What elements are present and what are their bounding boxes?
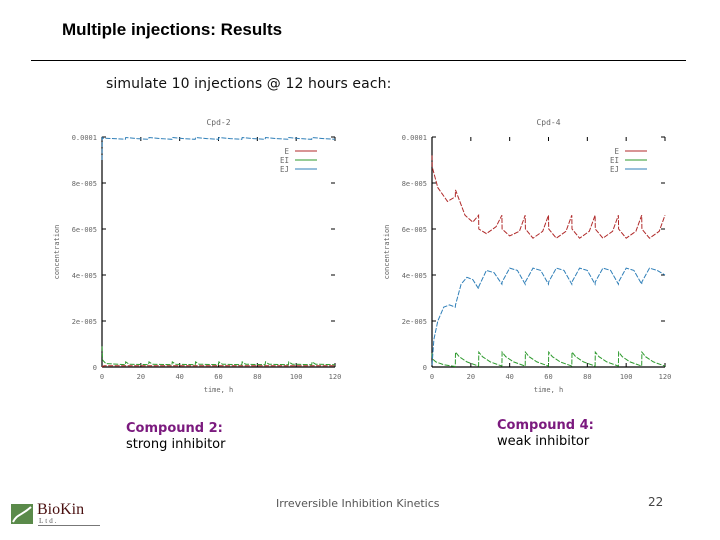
x-tick-label: 40 — [505, 373, 513, 381]
x-tick-label: 20 — [137, 373, 145, 381]
x-tick-label: 100 — [290, 373, 303, 381]
chart-cpd-4: Cpd-4 0 2e-005 4e-005 6e-005 8e-005 0.0001 0 20 4… — [375, 110, 675, 400]
x-tick-label: 120 — [329, 373, 342, 381]
y-tick-label: 6e-005 — [402, 226, 427, 234]
x-tick-label: 0 — [430, 373, 434, 381]
x-tick-label: 20 — [467, 373, 475, 381]
caption-desc: strong inhibitor — [126, 437, 226, 452]
logo-underline — [38, 525, 100, 526]
legend-label: EJ — [610, 165, 619, 174]
logo-mark-icon — [11, 504, 33, 524]
title-divider — [31, 60, 686, 61]
x-tick-label: 0 — [100, 373, 104, 381]
chart-title: Cpd-2 — [206, 118, 230, 127]
legend-label: E — [284, 147, 289, 156]
y-tick-label: 8e-005 — [402, 180, 427, 188]
y-axis-label: concentration — [53, 225, 61, 280]
legend-label: EJ — [280, 165, 289, 174]
x-tick-label: 60 — [544, 373, 552, 381]
series-e-line — [101, 365, 335, 368]
x-tick-label: 100 — [620, 373, 633, 381]
x-tick-label: 40 — [175, 373, 183, 381]
series-e-line — [431, 155, 666, 239]
caption-head: Compound 4: — [497, 418, 594, 433]
y-tick-label: 2e-005 — [72, 318, 97, 326]
page-number: 22 — [648, 495, 664, 509]
logo-suffix: Ltd. — [39, 517, 59, 525]
logo-name: BioKin — [37, 501, 85, 518]
legend-label: E — [614, 147, 619, 156]
biokin-logo: BioKin Ltd. — [11, 501, 100, 526]
y-tick-label: 8e-005 — [72, 180, 97, 188]
y-tick-label: 4e-005 — [402, 272, 427, 280]
series-ei-line — [431, 350, 666, 368]
x-tick-label: 80 — [583, 373, 591, 381]
caption-compound-4: Compound 4: weak inhibitor — [497, 418, 594, 450]
chart-cpd-2: Cpd-2 0 2e-005 4e-005 6e-005 8e-005 0.0001 0 20 4… — [45, 110, 345, 400]
legend-label: EI — [610, 156, 619, 165]
x-tick-label: 80 — [253, 373, 261, 381]
y-tick-label: 4e-005 — [72, 272, 97, 280]
series-ej-line — [101, 136, 336, 161]
slide-subtitle: simulate 10 injections @ 12 hours each: — [106, 76, 392, 92]
slide-title: Multiple injections: Results — [62, 20, 283, 39]
y-tick-label: 0.0001 — [72, 134, 97, 142]
caption-desc: weak inhibitor — [497, 434, 590, 449]
x-axis-label: time, h — [204, 386, 234, 394]
caption-compound-2: Compound 2: strong inhibitor — [126, 421, 225, 453]
x-axis-label: time, h — [534, 386, 564, 394]
series-ej-line — [431, 267, 666, 366]
footer-text: Irreversible Inhibition Kinetics — [276, 497, 440, 510]
x-tick-label: 60 — [214, 373, 222, 381]
caption-head: Compound 2: — [126, 421, 223, 436]
x-tick-label: 120 — [659, 373, 672, 381]
y-tick-label: 0.0001 — [402, 134, 427, 142]
y-tick-label: 0 — [423, 364, 427, 372]
y-tick-label: 6e-005 — [72, 226, 97, 234]
y-tick-label: 2e-005 — [402, 318, 427, 326]
chart-title: Cpd-4 — [536, 118, 560, 127]
series-ei-line — [101, 346, 336, 366]
y-tick-label: 0 — [93, 364, 97, 372]
legend-label: EI — [280, 156, 289, 165]
y-axis-label: concentration — [383, 225, 391, 280]
